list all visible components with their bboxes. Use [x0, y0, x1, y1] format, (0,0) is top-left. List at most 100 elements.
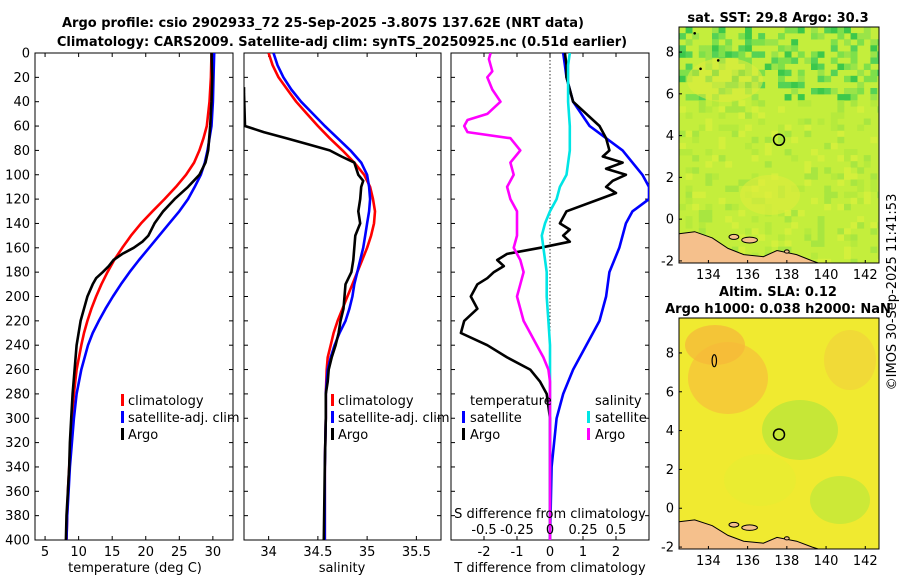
y-tick-label: 80	[13, 144, 30, 159]
sst-cell	[850, 75, 858, 83]
sst-cell	[745, 45, 752, 52]
sst-cell	[837, 112, 845, 119]
diff-legend-temperature-title: temperature	[470, 394, 552, 409]
sst-cell	[705, 203, 713, 211]
sst-cell	[844, 51, 851, 58]
sst-cell	[877, 51, 879, 58]
sst-cell	[870, 222, 878, 229]
sst-cell	[725, 185, 733, 192]
sst-cell	[778, 246, 785, 253]
sst-cell	[857, 124, 865, 131]
sst-cell	[745, 39, 752, 46]
sst-cell	[705, 45, 713, 52]
sst-cell	[758, 51, 766, 58]
sst-cell	[863, 27, 871, 34]
sst-cell	[797, 94, 805, 101]
sst-cell	[811, 63, 818, 70]
map-lat-label: 8	[666, 46, 674, 61]
sst-cell	[784, 216, 792, 223]
map-lon-label: 136	[735, 554, 760, 569]
sst-cell	[685, 197, 693, 205]
y-tick-label: 300	[5, 412, 30, 427]
sst-cell	[705, 161, 713, 168]
sst-cell	[731, 203, 739, 211]
sst-cell	[685, 167, 693, 174]
y-tick-label: 180	[5, 266, 30, 281]
sst-cell	[791, 222, 799, 229]
sst-cell	[778, 33, 785, 40]
diff-legend-salinity-title: salinity	[595, 394, 642, 409]
sst-cell	[738, 33, 746, 40]
sst-cell	[712, 173, 719, 180]
sst-cell	[791, 57, 799, 64]
sst-cell	[698, 124, 706, 131]
sst-cell	[725, 45, 733, 52]
sst-cell	[751, 94, 759, 101]
sst-cell	[804, 173, 812, 180]
sst-cell	[705, 118, 713, 125]
sst-cell	[797, 69, 805, 77]
sst-cell	[738, 210, 746, 217]
sst-cell	[797, 185, 805, 192]
sst-cell	[811, 149, 818, 156]
sst-cell	[837, 124, 845, 131]
sst-cell	[718, 112, 726, 119]
sst-cell	[811, 51, 818, 58]
sst-cell	[751, 149, 759, 156]
sst-cell	[791, 27, 799, 34]
map-lon-label: 142	[853, 554, 878, 569]
sst-cell	[679, 75, 686, 83]
sst-cell	[758, 33, 766, 40]
sst-cell	[725, 39, 733, 46]
sst-cell	[850, 258, 858, 263]
x-tick-label: 5	[41, 545, 49, 560]
sst-cell	[844, 149, 851, 156]
map-lat-label: 2	[666, 463, 674, 478]
y-tick-label: 200	[5, 290, 30, 305]
map-lat-label: -2	[661, 541, 674, 556]
sst-cell	[870, 136, 878, 144]
salinity-axes	[243, 52, 442, 541]
sla-map-axes	[678, 317, 880, 550]
map-lat-label: 0	[666, 502, 674, 517]
sst-cell	[837, 33, 845, 40]
diff-legend-swatch-s-satellite	[587, 411, 590, 423]
sst-cell	[797, 75, 805, 83]
sst-cell	[698, 228, 706, 235]
sst-cell	[784, 69, 792, 77]
sst-cell	[850, 45, 858, 52]
sst-cell	[692, 203, 700, 211]
sst-cell	[870, 45, 878, 52]
sst-cell	[844, 39, 851, 46]
sst-cell	[698, 106, 706, 113]
sst-cell	[731, 222, 739, 229]
sst-cell	[718, 51, 726, 58]
sst-cell	[863, 63, 871, 70]
sst-cell	[738, 51, 746, 58]
sst-cell	[844, 191, 851, 199]
temperature-legend: climatology satellite-adj. clim Argo	[121, 394, 240, 443]
s-tick-label: 0.25	[569, 523, 598, 538]
sst-cell	[679, 69, 686, 77]
sst-cell	[784, 228, 792, 235]
sst-cell	[850, 161, 858, 168]
sst-cell	[844, 173, 851, 180]
series-line-argo	[244, 87, 365, 540]
sst-cell	[758, 39, 766, 46]
sst-cell	[725, 124, 733, 131]
sst-cell	[857, 33, 865, 40]
map-lat-label: -2	[661, 254, 674, 269]
series-line-climatology	[267, 53, 377, 540]
sst-cell	[857, 179, 865, 186]
sst-cell	[771, 240, 779, 247]
sst-cell	[863, 118, 871, 125]
sst-cell	[784, 45, 792, 52]
sst-cell	[784, 51, 792, 58]
x-tick-label: -1	[511, 545, 524, 560]
sst-cell	[685, 112, 693, 119]
sst-cell	[863, 191, 871, 199]
sst-cell	[804, 130, 812, 138]
sst-cell	[870, 69, 878, 77]
sst-cell	[698, 45, 706, 52]
